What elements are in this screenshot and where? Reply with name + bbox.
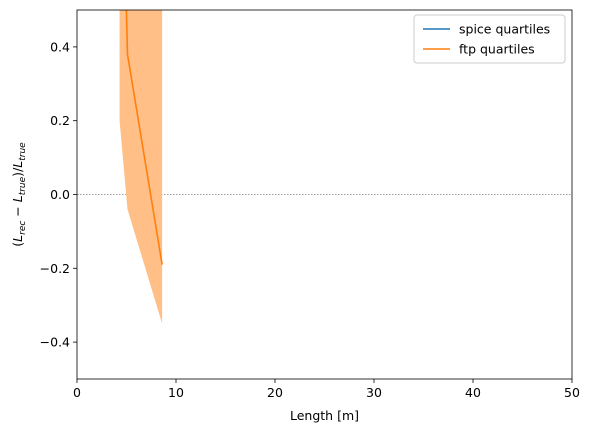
y-tick-label: 0.2 xyxy=(50,113,70,128)
data-layer xyxy=(77,10,572,324)
x-tick-label: 50 xyxy=(564,385,580,400)
x-axis-label: Length [m] xyxy=(290,408,359,423)
ftp-median-line xyxy=(125,10,163,265)
x-tick-label: 20 xyxy=(267,385,283,400)
legend: spice quartiles ftp quartiles xyxy=(413,14,566,64)
legend-frame xyxy=(413,14,566,64)
x-tick-label: 0 xyxy=(73,385,81,400)
x-axis: 0 10 20 30 40 50 xyxy=(73,379,580,400)
y-axis: −0.4 −0.2 0.0 0.2 0.4 xyxy=(40,39,77,350)
x-tick-label: 30 xyxy=(366,385,382,400)
plot-area xyxy=(76,9,573,380)
y-tick-label: −0.4 xyxy=(40,335,70,350)
legend-label-ftp: ftp quartiles xyxy=(459,42,535,57)
y-axis-label: (Lrec − Ltrue)/Ltrue xyxy=(10,142,28,247)
y-tick-label: −0.2 xyxy=(40,261,70,276)
ftp-quartile-band xyxy=(119,10,163,324)
x-tick-label: 10 xyxy=(168,385,184,400)
y-tick-label: 0.0 xyxy=(50,187,70,202)
legend-label-spice: spice quartiles xyxy=(459,22,550,37)
y-tick-label: 0.4 xyxy=(50,39,70,54)
x-tick-label: 40 xyxy=(465,385,481,400)
